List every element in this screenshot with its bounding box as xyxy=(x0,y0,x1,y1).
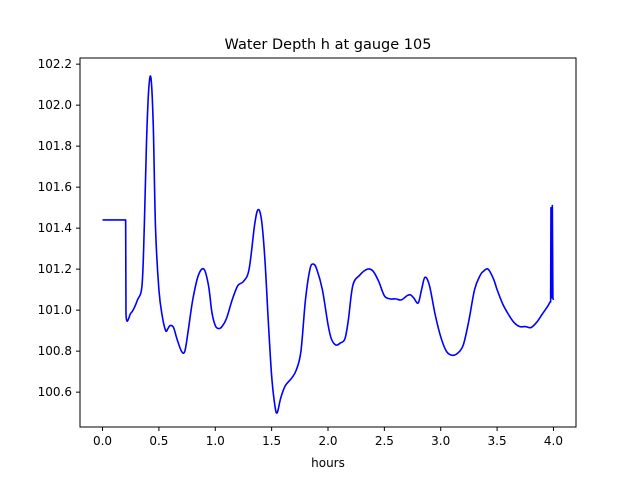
y-tick-label: 101.6 xyxy=(38,180,72,194)
series-line xyxy=(102,75,555,414)
y-tick-label: 100.8 xyxy=(38,344,72,358)
x-tick-label: 2.0 xyxy=(318,434,337,448)
x-axis-label: hours xyxy=(311,456,345,470)
x-tick-label: 0.5 xyxy=(149,434,168,448)
axis-ticks: 0.0 0.5 1.0 1.5 2.0 2.5 3.0 3.5 4.0 100.6 100.8 101… xyxy=(38,57,563,448)
y-tick-label: 101.8 xyxy=(38,139,72,153)
x-tick-label: 3.0 xyxy=(431,434,450,448)
y-tick-label: 101.0 xyxy=(38,303,72,317)
x-tick-label: 1.0 xyxy=(206,434,225,448)
x-tick-label: 3.5 xyxy=(488,434,507,448)
axes-frame xyxy=(79,57,577,428)
y-tick-label: 101.4 xyxy=(38,221,72,235)
y-tick-label: 101.2 xyxy=(38,262,72,276)
x-tick-label: 0.0 xyxy=(93,434,112,448)
x-tick-label: 1.5 xyxy=(262,434,281,448)
y-tick-label: 100.6 xyxy=(38,385,72,399)
plot-area xyxy=(102,75,555,414)
y-tick-label: 102.0 xyxy=(38,98,72,112)
x-tick-label: 2.5 xyxy=(375,434,394,448)
y-tick-label: 102.2 xyxy=(38,57,72,71)
x-tick-label: 4.0 xyxy=(544,434,563,448)
chart-title: Water Depth h at gauge 105 xyxy=(225,37,432,53)
